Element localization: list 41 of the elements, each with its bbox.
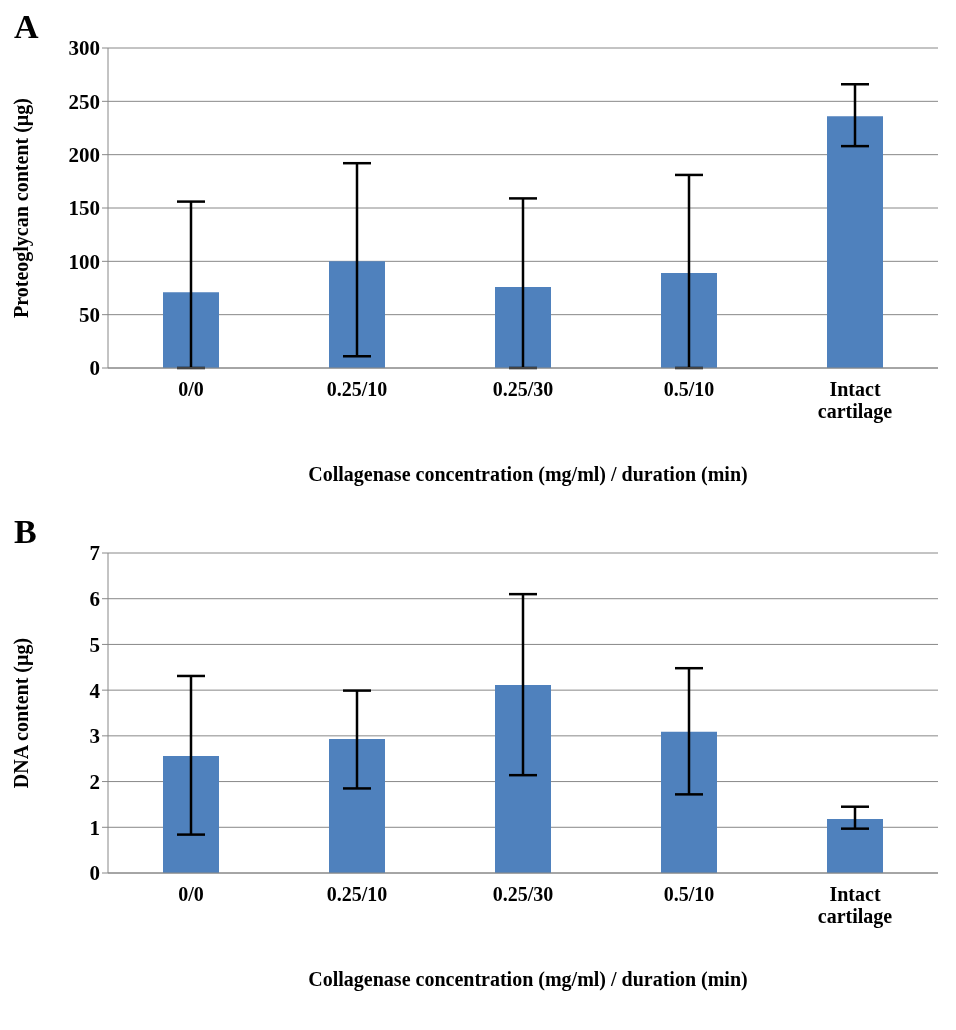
- y-tick-label: 300: [68, 36, 100, 61]
- x-tick-label: 0.5/10: [663, 378, 715, 400]
- bar: [495, 685, 551, 873]
- x-tick-label: 0.5/10: [663, 883, 715, 905]
- y-tick-label: 200: [68, 143, 100, 168]
- y-tick-label: 3: [89, 724, 100, 749]
- x-axis-title: Collagenase concentration (mg/ml) / duration (min): [307, 463, 749, 486]
- y-tick-label: 250: [68, 89, 100, 114]
- bar: [495, 286, 551, 368]
- y-tick-label: 0: [89, 356, 100, 381]
- y-tick-label: 50: [79, 303, 100, 328]
- y-tick-label: 6: [89, 587, 100, 612]
- y-tick-label: 150: [68, 196, 100, 221]
- chart-title: B: [14, 513, 37, 551]
- bar: [163, 292, 219, 368]
- y-axis-title: Proteoglycan content (µg): [10, 98, 34, 318]
- y-axis-title: DNA content (µg): [10, 637, 34, 789]
- y-tick-label: 4: [89, 678, 101, 703]
- bar: [163, 755, 219, 873]
- bar: [661, 731, 717, 873]
- bar: [827, 819, 883, 873]
- y-tick-label: 2: [89, 770, 100, 795]
- y-tick-label: 100: [68, 249, 100, 274]
- x-tick-label: Intact cartilage: [817, 883, 893, 928]
- y-tick-label: 0: [89, 861, 100, 886]
- x-tick-label: 0.25/10: [326, 378, 388, 400]
- bar: [329, 261, 385, 368]
- bar: [661, 273, 717, 368]
- y-tick-label: 1: [89, 815, 100, 840]
- y-tick-label: 5: [89, 632, 100, 657]
- x-tick-label: 0.25/30: [492, 883, 554, 905]
- x-tick-label: 0/0: [178, 378, 204, 400]
- x-tick-label: 0.25/30: [492, 378, 554, 400]
- x-tick-label: 0/0: [178, 883, 204, 905]
- bar: [827, 116, 883, 368]
- x-axis-title: Collagenase concentration (mg/ml) / duration (min): [307, 968, 749, 991]
- bar: [329, 739, 385, 873]
- x-tick-label: 0.25/10: [326, 883, 388, 905]
- chart-title: A: [14, 8, 39, 46]
- x-tick-label: Intact cartilage: [817, 378, 893, 423]
- y-tick-label: 7: [89, 541, 100, 566]
